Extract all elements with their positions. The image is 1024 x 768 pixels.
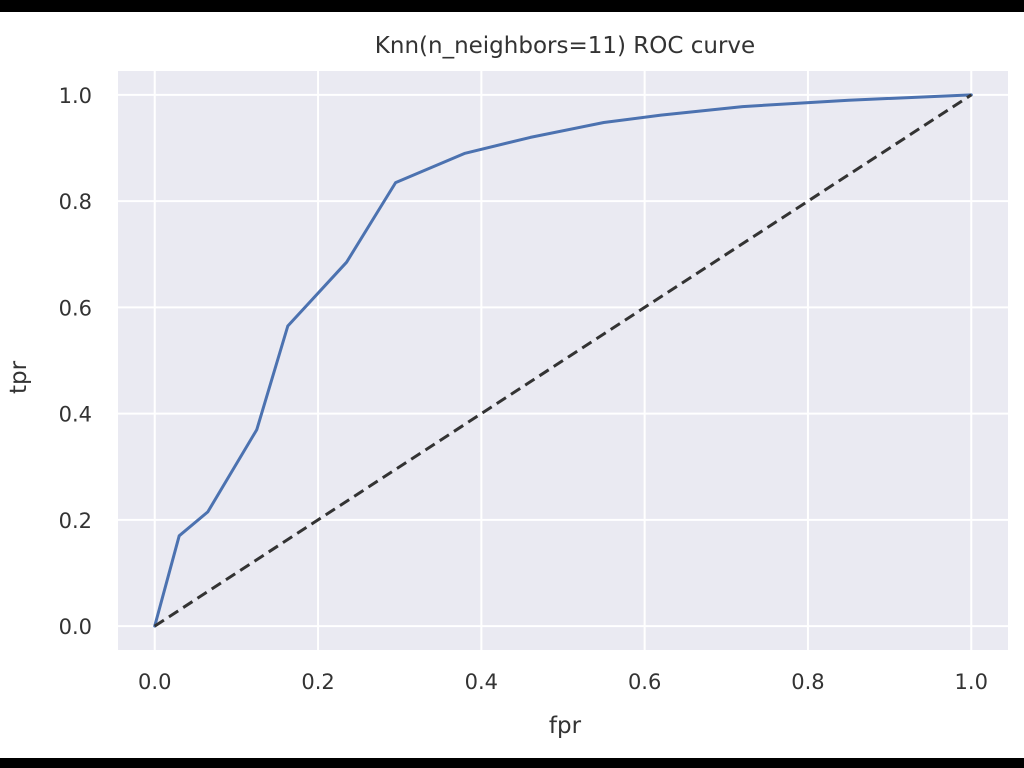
x-tick-label: 0.6 xyxy=(628,670,661,694)
x-tick-label: 0.0 xyxy=(138,670,171,694)
y-tick-label: 1.0 xyxy=(59,84,92,108)
y-tick-label: 0.6 xyxy=(59,296,92,320)
x-tick-label: 1.0 xyxy=(955,670,988,694)
series-layer xyxy=(153,93,973,628)
diagonal-reference-line xyxy=(153,93,973,628)
x-tick-labels: 0.0 0.2 0.4 0.6 0.8 1.0 xyxy=(138,670,988,694)
roc-curve-line xyxy=(153,93,973,628)
x-tick-label: 0.8 xyxy=(791,670,824,694)
x-tick-label: 0.2 xyxy=(301,670,334,694)
grid-lines xyxy=(118,71,1008,650)
x-axis-label: fpr xyxy=(549,713,582,739)
y-tick-labels: 0.0 0.2 0.4 0.6 0.8 1.0 xyxy=(59,84,92,639)
y-tick-label: 0.4 xyxy=(59,403,92,427)
roc-chart: 0.0 0.2 0.4 0.6 0.8 1.0 0.0 0.2 0.4 0.6 0.8 1.0 Kn… xyxy=(6,33,1008,739)
y-axis-label: tpr xyxy=(6,360,32,394)
y-tick-label: 0.2 xyxy=(59,509,92,533)
y-tick-label: 0.0 xyxy=(59,615,92,639)
x-tick-label: 0.4 xyxy=(465,670,498,694)
figure-frame: 0.0 0.2 0.4 0.6 0.8 1.0 0.0 0.2 0.4 0.6 0.8 1.0 Kn… xyxy=(0,12,1024,758)
chart-title: Knn(n_neighbors=11) ROC curve xyxy=(375,33,755,59)
y-tick-label: 0.8 xyxy=(59,190,92,214)
